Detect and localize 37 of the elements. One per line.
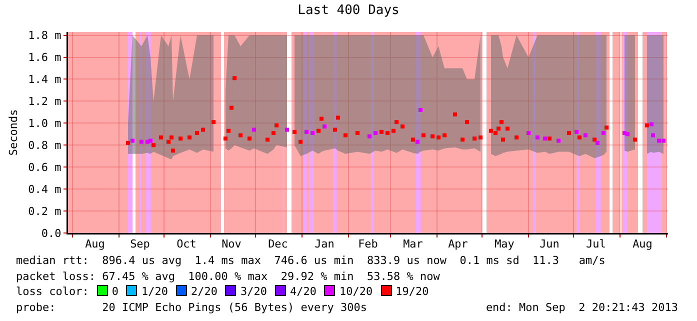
y-tick-label: 0.4 m [28,182,62,196]
text: median rtt: 896.4 us avg 1.4 ms max 746.6 us min 833.9 us now 0.1 ms sd 11.3 am/s [16,254,606,267]
text: 19/20 [396,285,429,298]
x-tick-label: Aug [85,238,105,251]
x-tick-label: Dec [268,238,288,251]
y-tick-label: 0.2 m [28,204,62,218]
text: 0 [112,285,118,298]
y-tick-label: 1.0 m [28,117,62,130]
x-tick-label: Apr [448,238,468,251]
y-tick-label: 0.8 m [28,138,62,152]
y-tick-label: 1.6 m [28,51,62,64]
y-tick-label: 1.8 m [28,29,62,42]
x-tick-label: Feb [358,238,378,251]
x-tick-label: Oct [176,238,196,251]
text: 10/20 [339,285,373,298]
text: end: Mon Sep 2 20:21:43 2013 [486,300,678,315]
x-tick-label: Jan [314,238,334,251]
x-tick-label: Jun [540,238,560,251]
text: 4/20 [290,285,316,298]
text: loss color: [16,285,89,298]
text: 2/20 [190,285,218,298]
chart-title: Last 400 Days [298,2,400,18]
x-tick-label: Nov [222,238,242,251]
y-tick-label: 0.0 [41,226,62,240]
text: packet loss: 67.45 % avg 100.00 % max 29.92 % min 53.58 % now [16,270,440,282]
x-tick-label: Aug [632,238,652,251]
y-tick-label: 1.2 m [28,95,62,108]
y-tick-label: 1.4 m [28,73,62,86]
text: probe: 20 ICMP Echo Pings (56 Bytes) every 300s [16,300,367,314]
text: 1/20 [141,285,168,298]
x-tick-label: May [494,238,515,251]
text: 3/20 [240,285,267,298]
x-tick-label: Jul [586,238,606,251]
x-tick-label: Mar [403,238,424,251]
y-tick-label: 0.6 m [28,160,62,174]
x-tick-label: Sep [130,238,150,251]
y-axis-title: Seconds [7,109,20,156]
